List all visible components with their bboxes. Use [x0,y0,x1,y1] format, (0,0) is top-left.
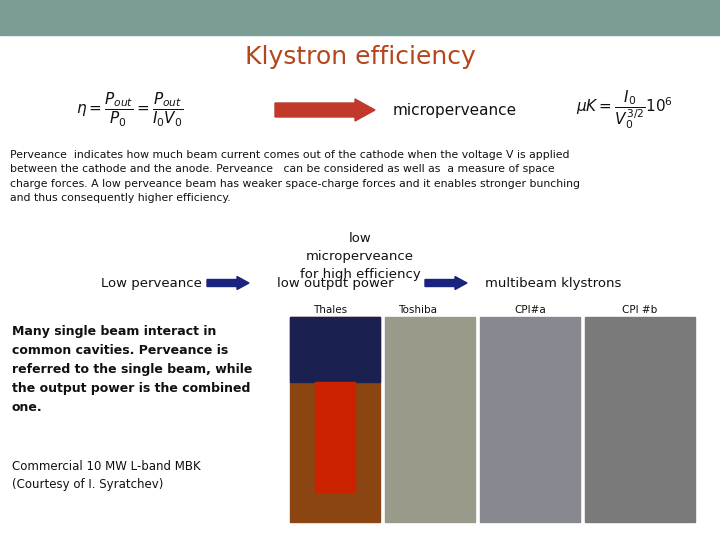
Bar [480,317,580,522]
Text: Perveance  indicates how much beam current comes out of the cathode when the vol: Perveance indicates how much beam curren… [10,150,580,203]
Bar [0,0,720,35]
Bar [290,317,380,522]
FancyArrow shape [275,99,375,121]
Text: Klystron efficiency: Klystron efficiency [245,45,475,69]
Text: Toshiba: Toshiba [398,305,438,315]
Text: Commercial 10 MW L-band MBK
(Courtesy of I. Syratchev): Commercial 10 MW L-band MBK (Courtesy of… [12,460,201,491]
Bar [315,382,355,492]
Text: multibeam klystrons: multibeam klystrons [485,276,621,289]
FancyArrow shape [207,276,249,289]
Text: low
microperveance
for high efficiency: low microperveance for high efficiency [300,232,420,281]
Text: Low perveance: Low perveance [101,276,202,289]
Text: microperveance: microperveance [393,103,517,118]
Bar [385,317,475,522]
Bar [290,317,380,382]
Text: Many single beam interact in
common cavities. Perveance is
referred to the singl: Many single beam interact in common cavi… [12,325,253,414]
Text: CPI#a: CPI#a [514,305,546,315]
Text: low output power: low output power [276,276,393,289]
Text: Thales: Thales [313,305,347,315]
Text: $\eta = \dfrac{P_{out}}{P_0} = \dfrac{P_{out}}{I_0 V_0}$: $\eta = \dfrac{P_{out}}{P_0} = \dfrac{P_… [76,91,184,129]
Text: CPI #b: CPI #b [622,305,657,315]
Bar [585,317,695,522]
Text: $\mu K = \dfrac{I_0}{V_0^{3/2}} 10^6$: $\mu K = \dfrac{I_0}{V_0^{3/2}} 10^6$ [577,89,673,131]
FancyArrow shape [425,276,467,289]
